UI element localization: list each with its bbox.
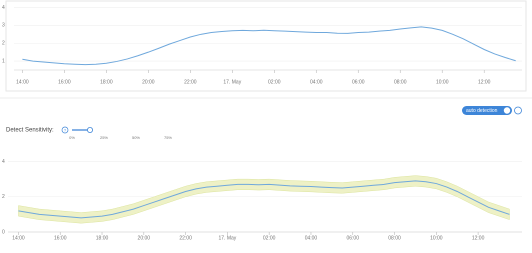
plot-frame	[5, 0, 527, 92]
series-line	[18, 180, 510, 219]
y-tick-label: 1	[2, 58, 5, 64]
x-tick-label: 06:00	[346, 235, 359, 241]
y-tick-label: 4	[2, 5, 5, 11]
toggle-knob	[503, 107, 511, 114]
x-tick-label: 12:00	[478, 79, 491, 85]
sensitivity-label: Detect Sensitivity:	[6, 128, 54, 134]
slider-mark: 0%	[69, 135, 75, 140]
x-tick-label: 08:00	[394, 79, 407, 85]
x-tick-label: 17. May	[218, 235, 236, 241]
expected-band	[18, 175, 510, 224]
x-tick-label: 04:00	[310, 79, 323, 85]
auto-detection-toggle[interactable]: auto detection	[462, 106, 522, 115]
x-tick-label: 02:00	[263, 235, 276, 241]
x-tick-label: 14:00	[16, 79, 29, 85]
toggle-pill[interactable]	[462, 106, 512, 115]
slider-handle[interactable]	[87, 127, 94, 134]
slider-mark: 25%	[100, 135, 108, 140]
y-tick-label: 2	[2, 194, 5, 200]
chart: 0 2 4 14:00 16:00 18:00 20:00 22:00 17. May 02:00…	[2, 159, 522, 241]
x-tick-label: 10:00	[436, 79, 449, 85]
x-tick-label: 20:00	[142, 79, 155, 85]
x-tick-label: 20:00	[138, 235, 151, 241]
help-icon-text: ?	[64, 127, 67, 132]
x-tick-label: 02:00	[268, 79, 281, 85]
y-tick-label: 3	[2, 23, 5, 29]
x-tick-label: 06:00	[352, 79, 365, 85]
x-tick-label: 18:00	[96, 235, 109, 241]
help-icon[interactable]	[61, 126, 69, 134]
x-tick-label: 10:00	[430, 235, 443, 241]
x-tick-label: 18:00	[100, 79, 113, 85]
y-tick-label: 2	[2, 41, 5, 47]
slider-mark: 50%	[132, 135, 140, 140]
x-tick-label: 08:00	[388, 235, 401, 241]
info-icon[interactable]	[514, 106, 522, 115]
y-tick-label: 4	[2, 159, 5, 165]
x-tick-label: 22:00	[179, 235, 192, 241]
x-tick-label: 16:00	[58, 79, 71, 85]
slider-marks: 0% 25% 50% 75%	[69, 135, 172, 140]
x-tick-label: 17. May	[223, 79, 241, 85]
series-line	[22, 26, 516, 66]
x-tick-label: 22:00	[184, 79, 197, 85]
toggle-label: auto detection	[466, 108, 498, 114]
y-tick-label: 0	[2, 229, 5, 235]
x-tick-label: 16:00	[54, 235, 67, 241]
x-tick-label: 14:00	[12, 235, 25, 241]
slider-mark: 75%	[164, 135, 172, 140]
chart: 1 2 3 4 14:00 16:00 18:00 20:00 22:00 17. May 02:0…	[2, 0, 527, 92]
x-tick-label: 12:00	[472, 235, 485, 241]
x-tick-label: 04:00	[305, 235, 318, 241]
